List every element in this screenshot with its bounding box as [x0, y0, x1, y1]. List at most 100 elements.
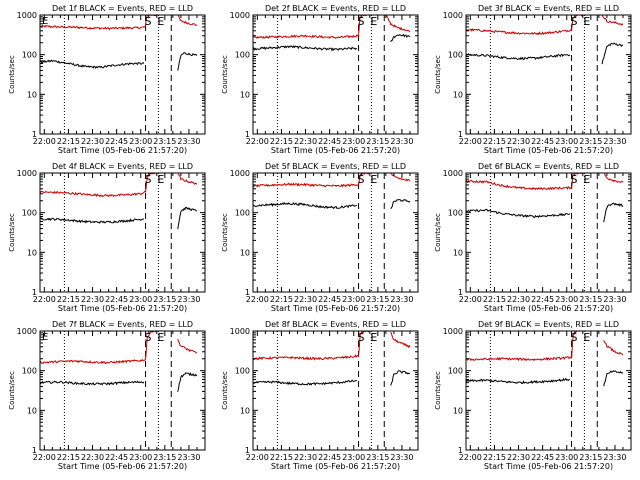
x-tick-label: 22:45 [531, 137, 554, 146]
y-tick-label: 100 [448, 367, 463, 376]
x-tick-label: 23:15 [579, 453, 602, 462]
panel-title: Det 6f BLACK = Events, RED = LLD [478, 162, 619, 171]
x-tick-label: 23:15 [366, 453, 389, 462]
x-axis-label: Start Time (05-Feb-06 21:57:20) [484, 462, 613, 471]
annotation-e: E [583, 15, 590, 28]
events-series-line [40, 59, 145, 70]
x-tick-label: 22:15 [483, 137, 506, 146]
x-tick-label: 23:15 [153, 453, 176, 462]
x-axis-label: Start Time (05-Feb-06 21:57:20) [58, 462, 187, 471]
lld-series-line [466, 331, 583, 362]
annotation-s: S [144, 15, 151, 28]
x-tick-label: 22:15 [57, 295, 80, 304]
events-series-line [601, 42, 624, 65]
y-tick-label: 1000 [17, 327, 37, 336]
x-tick-label: 23:30 [603, 453, 626, 462]
y-tick-label: 1 [32, 288, 37, 297]
corner-label: E [42, 16, 48, 27]
x-tick-label: 22:15 [483, 295, 506, 304]
annotation-s: S [570, 331, 577, 344]
plot-frame [39, 172, 206, 293]
events-series-line [390, 199, 411, 210]
y-tick-label: 1000 [17, 11, 37, 20]
y-tick-label: 1000 [230, 169, 250, 178]
y-tick-label: 100 [448, 209, 463, 218]
annotation-s: S [144, 331, 151, 344]
x-tick-label: 22:30 [294, 137, 317, 146]
x-tick-label: 22:45 [105, 453, 128, 462]
events-series-line [466, 208, 571, 219]
events-series-line [177, 52, 198, 71]
y-axis-label: Counts/sec [8, 55, 16, 94]
y-axis-label: Counts/sec [221, 213, 229, 252]
y-axis-label: Counts/sec [8, 213, 16, 252]
panel-det-4f: Det 4f BLACK = Events, RED = LLD S E 1 10 100… [8, 162, 206, 313]
annotation-s: S [570, 15, 577, 28]
annotation-e: E [157, 331, 164, 344]
y-tick-label: 1000 [443, 11, 463, 20]
annotation-s: S [357, 15, 364, 28]
y-axis-label: Counts/sec [434, 55, 442, 94]
panel-title: Det 3f BLACK = Events, RED = LLD [478, 4, 619, 13]
y-tick-label: 10 [27, 90, 37, 99]
x-tick-label: 22:30 [507, 137, 530, 146]
plot-frame [252, 14, 419, 135]
x-axis-label: Start Time (05-Feb-06 21:57:20) [58, 304, 187, 313]
lld-series-line [603, 173, 624, 183]
y-tick-label: 1000 [17, 169, 37, 178]
x-axis-label: Start Time (05-Feb-06 21:57:20) [484, 146, 613, 155]
events-series-line [466, 377, 570, 385]
annotation-e: E [583, 331, 590, 344]
x-tick-label: 22:45 [105, 137, 128, 146]
x-tick-label: 22:00 [459, 137, 482, 146]
x-tick-label: 23:15 [579, 137, 602, 146]
events-series-line [466, 53, 571, 61]
events-series-line [603, 370, 624, 387]
lld-series-line [603, 340, 624, 356]
y-tick-label: 100 [22, 367, 37, 376]
lld-series-line [177, 173, 198, 185]
x-tick-label: 23:15 [153, 295, 176, 304]
lld-series-line [601, 15, 624, 26]
events-series-line [177, 206, 198, 230]
x-tick-label: 22:15 [57, 453, 80, 462]
x-tick-label: 22:00 [33, 137, 56, 146]
x-tick-label: 23:30 [390, 453, 413, 462]
y-axis-label: Counts/sec [221, 55, 229, 94]
y-tick-label: 10 [453, 406, 463, 415]
y-tick-label: 1 [245, 130, 250, 139]
x-tick-label: 23:15 [366, 295, 389, 304]
plot-frame [39, 330, 206, 451]
lld-series-line [390, 331, 411, 349]
x-tick-label: 22:15 [270, 295, 293, 304]
lld-series-line [385, 15, 411, 33]
annotation-s: S [144, 173, 151, 186]
y-tick-label: 1 [458, 130, 463, 139]
x-axis-label: Start Time (05-Feb-06 21:57:20) [271, 304, 400, 313]
x-tick-label: 23:15 [366, 137, 389, 146]
y-tick-label: 10 [27, 406, 37, 415]
plot-area [466, 15, 624, 134]
x-tick-label: 22:45 [105, 295, 128, 304]
x-tick-label: 23:00 [555, 295, 578, 304]
y-tick-label: 1 [32, 446, 37, 455]
x-tick-label: 22:15 [483, 453, 506, 462]
events-series-line [177, 372, 198, 392]
x-tick-label: 23:00 [342, 137, 365, 146]
x-tick-label: 23:30 [177, 453, 200, 462]
plot-frame [465, 172, 632, 293]
panel-det-5f: Det 5f BLACK = Events, RED = LLD S E 1 10 100… [221, 162, 419, 313]
y-tick-label: 1000 [230, 11, 250, 20]
x-tick-label: 23:00 [555, 453, 578, 462]
panel-det-3f: Det 3f BLACK = Events, RED = LLD S E 1 10 100… [434, 4, 632, 155]
annotation-e: E [157, 173, 164, 186]
x-axis-label: Start Time (05-Feb-06 21:57:20) [271, 462, 400, 471]
events-series-line [253, 202, 358, 210]
events-series-line [40, 217, 145, 224]
y-tick-label: 100 [235, 367, 250, 376]
panel-det-8f: Det 8f BLACK = Events, RED = LLD S E 1 10 100… [221, 320, 419, 471]
x-tick-label: 22:45 [318, 295, 341, 304]
x-tick-label: 23:15 [579, 295, 602, 304]
y-axis-label: Counts/sec [8, 371, 16, 410]
